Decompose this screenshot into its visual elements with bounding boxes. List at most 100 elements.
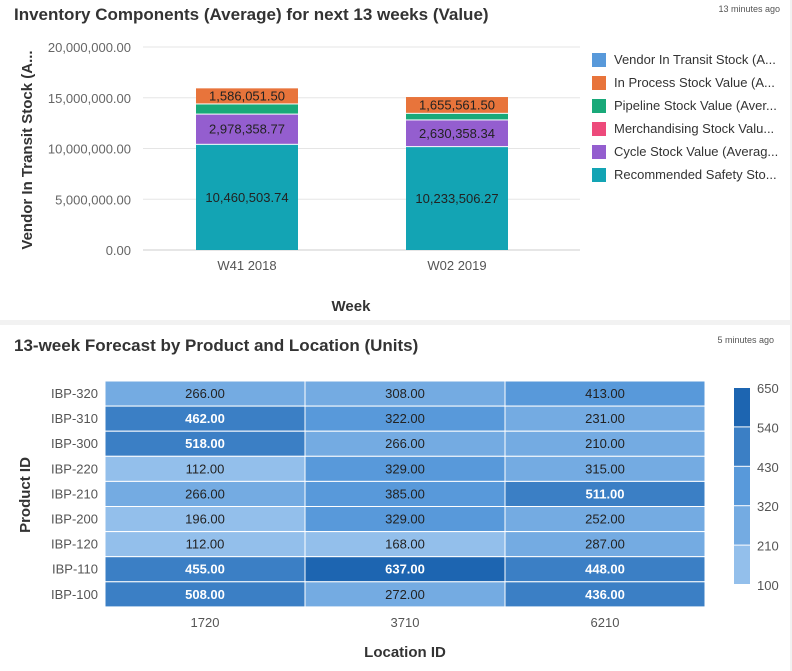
legend-swatch [592, 167, 606, 182]
heatmap-cell [104, 380, 306, 407]
heatmap-cell [304, 480, 506, 507]
cell-value: 196.00 [185, 512, 225, 527]
legend-item[interactable]: Pipeline Stock Value (Aver... [592, 94, 778, 117]
legend-label: Pipeline Stock Value (Aver... [614, 98, 777, 113]
cell-value: 168.00 [385, 537, 425, 552]
heatmap-cell [104, 455, 306, 482]
cell-value: 210.00 [585, 436, 625, 451]
cell-value: 385.00 [385, 486, 425, 501]
cell-value: 272.00 [385, 587, 425, 602]
legend-label: Vendor In Transit Stock (A... [614, 52, 776, 67]
legend-item[interactable]: Cycle Stock Value (Averag... [592, 140, 778, 163]
bar-segment [196, 144, 298, 250]
cell-value: 637.00 [385, 562, 425, 577]
cell-value: 329.00 [385, 461, 425, 476]
x-tick-label: W41 2018 [217, 258, 276, 273]
timestamp: 5 minutes ago [717, 335, 774, 345]
y-tick-label: IBP-120 [51, 537, 98, 552]
color-scale-label: 540 [757, 420, 779, 435]
heatmap-cell [104, 430, 306, 457]
bar-segment [406, 113, 508, 120]
y-tick-label: 5,000,000.00 [55, 192, 131, 207]
y-tick-label: 20,000,000.00 [48, 40, 131, 55]
heatmap-cell [304, 506, 506, 533]
legend-label: Merchandising Stock Valu... [614, 121, 775, 136]
cell-value: 266.00 [185, 486, 225, 501]
x-tick-label: W02 2019 [427, 258, 486, 273]
color-scale-bin [734, 427, 750, 466]
heatmap-cell [104, 506, 306, 533]
y-tick-label: IBP-300 [51, 436, 98, 451]
legend-item[interactable]: Vendor In Transit Stock (A... [592, 48, 778, 71]
x-axis-title: Location ID [364, 644, 446, 661]
data-label: 10,233,506.27 [415, 191, 498, 206]
legend-item[interactable]: Merchandising Stock Valu... [592, 117, 778, 140]
cell-value: 266.00 [385, 436, 425, 451]
cell-value: 448.00 [585, 562, 625, 577]
chart-title: Inventory Components (Average) for next … [14, 5, 489, 24]
heatmap-chart: IBP-320 266.00 308.00 413.00 IBP-310 462.00 32… [17, 380, 779, 661]
bar-segment [406, 97, 508, 113]
forecast-heatmap-panel: 13-week Forecast by Product and Location… [0, 325, 790, 671]
legend-item[interactable]: Recommended Safety Sto... [592, 163, 778, 186]
stacked-bar-chart: 0.00 5,000,000.00 10,000,000.00 15,000,000.… [19, 40, 580, 315]
data-label: 1,655,561.50 [419, 97, 495, 112]
cell-value: 308.00 [385, 386, 425, 401]
color-scale-bin [734, 466, 750, 506]
heatmap-cell [104, 480, 306, 507]
y-tick-label: 0.00 [106, 243, 131, 258]
heatmap-cell [504, 506, 706, 533]
bar-segment [196, 104, 298, 114]
color-scale-label: 650 [757, 381, 779, 396]
data-label: 2,630,358.34 [419, 126, 495, 141]
heatmap-cell [504, 531, 706, 558]
cell-value: 436.00 [585, 587, 625, 602]
bar-segment [196, 88, 298, 104]
data-label: 10,460,503.74 [205, 190, 288, 205]
heatmap-cell [504, 430, 706, 457]
y-axis-title: Vendor In Transit Stock (A... [19, 50, 36, 249]
x-axis-title: Week [332, 298, 372, 315]
heatmap-cell [504, 556, 706, 583]
cell-value: 455.00 [185, 562, 225, 577]
cell-value: 518.00 [185, 436, 225, 451]
y-tick-label: IBP-310 [51, 411, 98, 426]
legend-label: Recommended Safety Sto... [614, 167, 777, 182]
x-tick-label: 6210 [591, 615, 620, 630]
legend: Vendor In Transit Stock (A... In Process … [592, 48, 778, 186]
cell-value: 322.00 [385, 411, 425, 426]
heatmap-cell [504, 380, 706, 407]
color-scale-label: 430 [757, 460, 779, 475]
data-label: 1,586,051.50 [209, 88, 285, 103]
legend-label: Cycle Stock Value (Averag... [614, 144, 779, 159]
legend-swatch [592, 75, 606, 90]
cell-value: 112.00 [186, 537, 225, 552]
heatmap-cell [504, 581, 706, 608]
color-scale-label: 320 [757, 499, 779, 514]
legend-item[interactable]: In Process Stock Value (A... [592, 71, 778, 94]
heatmap-cell [304, 380, 506, 407]
y-tick-label: 15,000,000.00 [48, 91, 131, 106]
legend-label: In Process Stock Value (A... [614, 75, 775, 90]
heatmap-cell [304, 531, 506, 558]
cell-value: 413.00 [585, 386, 625, 401]
y-tick-label: 10,000,000.00 [48, 142, 131, 157]
x-tick-label: 3710 [391, 615, 420, 630]
cell-value: 329.00 [385, 512, 425, 527]
color-scale-bin [734, 545, 750, 584]
cell-value: 315.00 [585, 461, 625, 476]
color-scale-bin [734, 506, 750, 545]
legend-swatch [592, 144, 606, 159]
cell-value: 112.00 [186, 461, 225, 476]
heatmap-cell [304, 430, 506, 457]
cell-value: 508.00 [185, 587, 225, 602]
y-tick-label: IBP-210 [51, 486, 98, 501]
heatmap-cell [104, 531, 306, 558]
heatmap-cell [304, 581, 506, 608]
bar-segment [196, 114, 298, 144]
cell-value: 287.00 [585, 537, 625, 552]
color-scale-label: 210 [757, 539, 779, 554]
cell-value: 231.00 [585, 411, 625, 426]
bar-segment [406, 147, 508, 250]
y-tick-label: IBP-220 [51, 461, 98, 476]
